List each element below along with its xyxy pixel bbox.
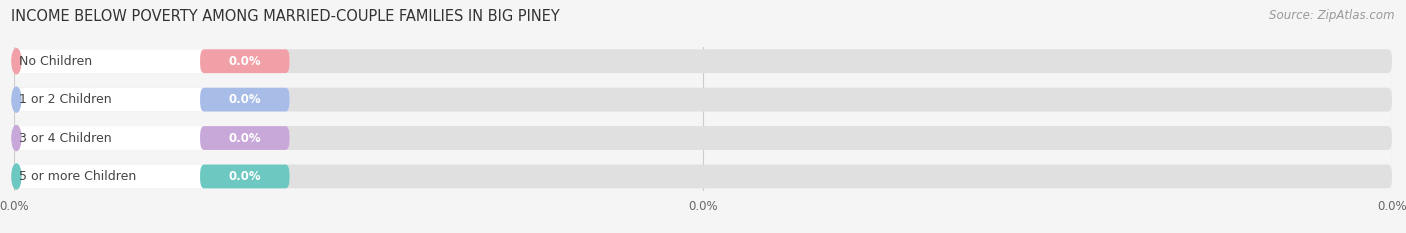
Text: INCOME BELOW POVERTY AMONG MARRIED-COUPLE FAMILIES IN BIG PINEY: INCOME BELOW POVERTY AMONG MARRIED-COUPL… [11, 9, 560, 24]
FancyBboxPatch shape [14, 88, 1392, 112]
FancyBboxPatch shape [14, 126, 290, 150]
Text: 0.0%: 0.0% [229, 170, 262, 183]
FancyBboxPatch shape [200, 88, 290, 112]
Circle shape [11, 49, 21, 74]
FancyBboxPatch shape [14, 88, 290, 112]
FancyBboxPatch shape [14, 49, 1392, 73]
FancyBboxPatch shape [14, 126, 1392, 150]
Circle shape [11, 126, 21, 151]
Text: 5 or more Children: 5 or more Children [20, 170, 136, 183]
FancyBboxPatch shape [14, 164, 1392, 188]
Text: 1 or 2 Children: 1 or 2 Children [20, 93, 112, 106]
FancyBboxPatch shape [200, 49, 290, 73]
Text: 3 or 4 Children: 3 or 4 Children [20, 132, 112, 144]
Circle shape [11, 164, 21, 189]
FancyBboxPatch shape [200, 126, 290, 150]
Text: No Children: No Children [20, 55, 93, 68]
Circle shape [11, 87, 21, 112]
Text: Source: ZipAtlas.com: Source: ZipAtlas.com [1270, 9, 1395, 22]
FancyBboxPatch shape [200, 164, 290, 188]
Text: 0.0%: 0.0% [229, 55, 262, 68]
Text: 0.0%: 0.0% [229, 93, 262, 106]
FancyBboxPatch shape [14, 49, 290, 73]
FancyBboxPatch shape [14, 164, 290, 188]
Text: 0.0%: 0.0% [229, 132, 262, 144]
